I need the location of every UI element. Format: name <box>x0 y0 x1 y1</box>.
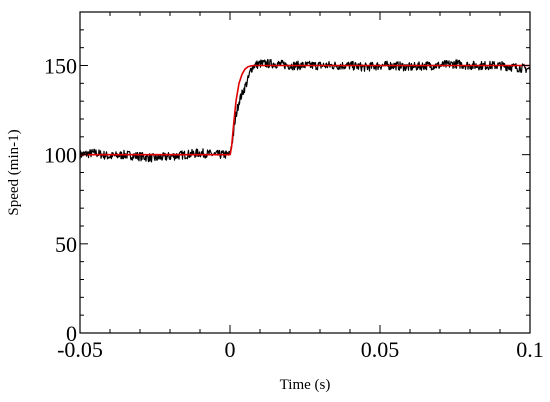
plot-frame <box>79 11 531 334</box>
x-axis-label: Time (s) <box>280 377 331 393</box>
series-layer <box>79 59 531 163</box>
x-tick-label: 0.05 <box>361 337 400 362</box>
x-tick-label: 0 <box>225 337 236 362</box>
series-line-0 <box>79 59 531 163</box>
series-line-1 <box>80 64 530 156</box>
y-tick-label: 150 <box>44 54 77 79</box>
y-tick-label: 50 <box>55 232 77 257</box>
y-axis-label: Speed (min-1) <box>6 129 22 215</box>
y-tick-label: 0 <box>66 321 77 346</box>
x-tick-label: 0.1 <box>516 337 544 362</box>
x-tick-label: -0.05 <box>57 337 103 362</box>
y-tick-label: 100 <box>44 143 77 168</box>
